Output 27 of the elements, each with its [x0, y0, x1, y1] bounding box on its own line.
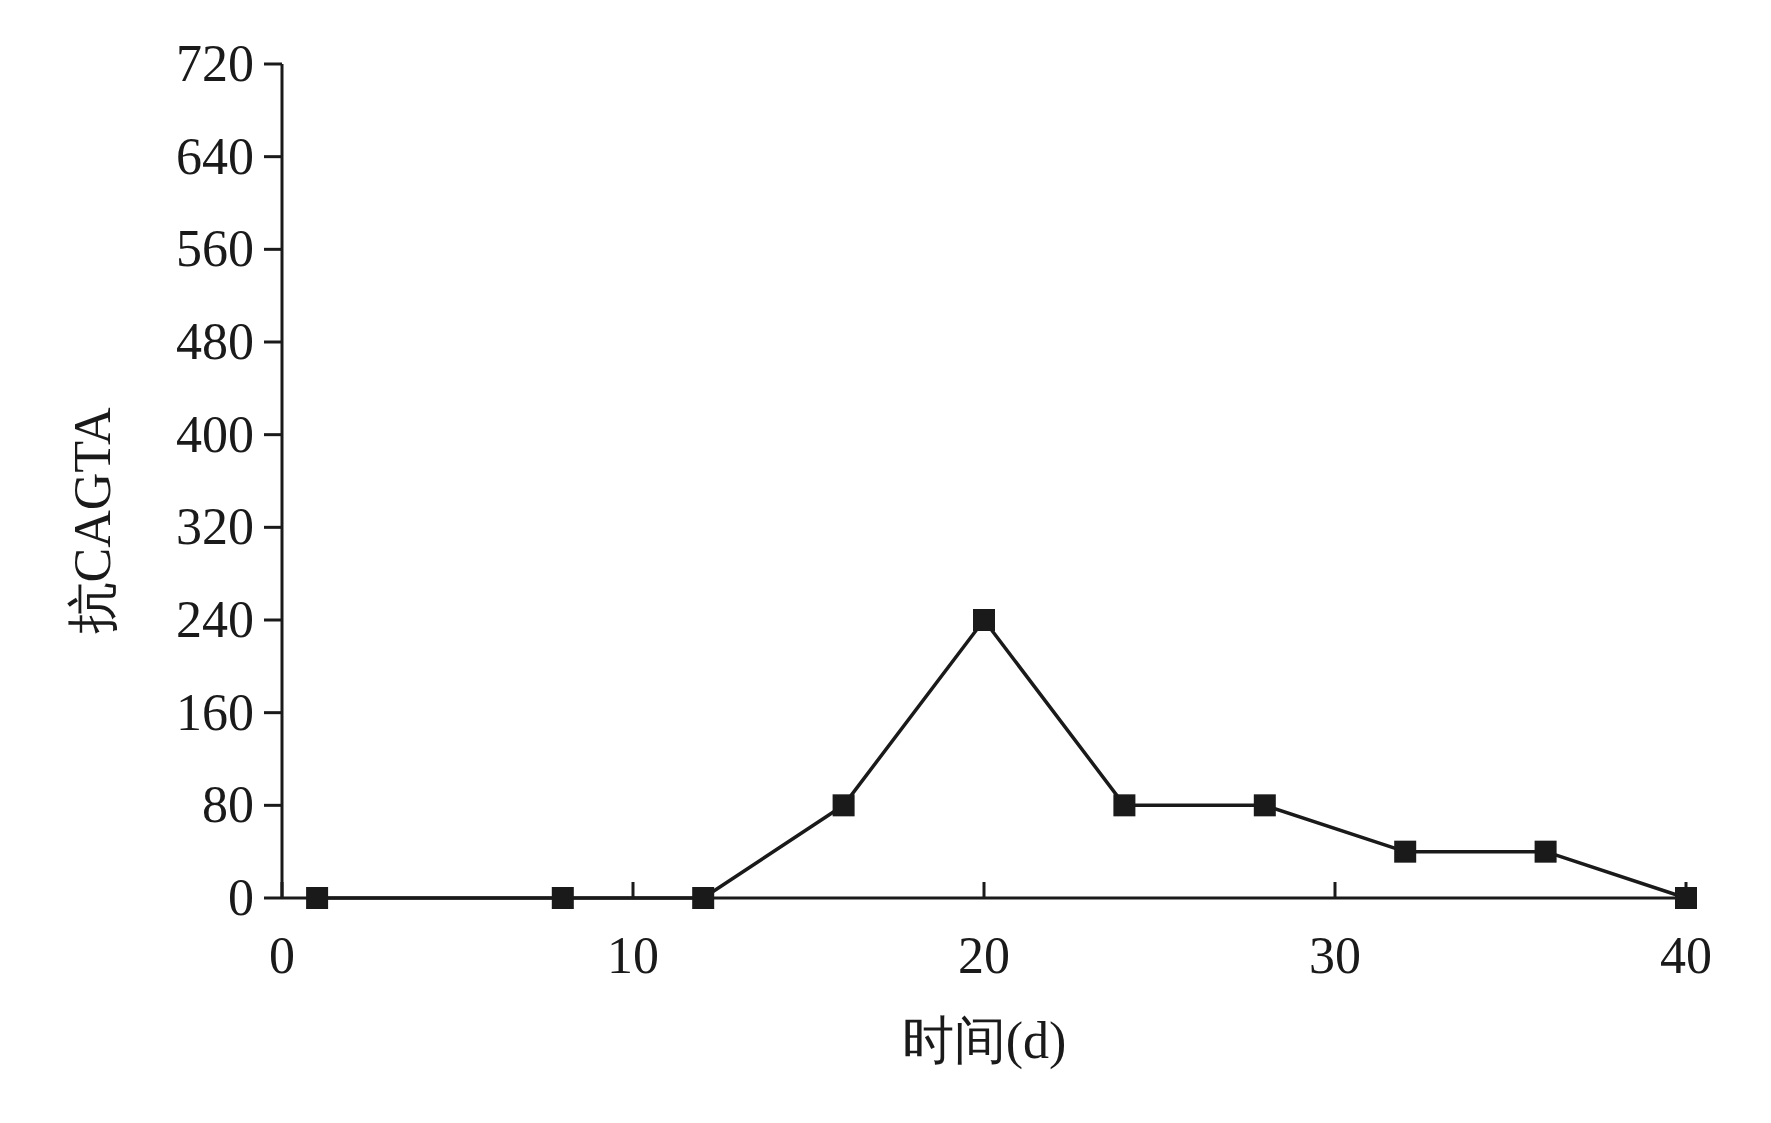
point — [973, 609, 995, 631]
y-axis-title: 抗CAGTA — [64, 407, 121, 635]
point — [1534, 840, 1557, 863]
y-tick-label: 640 — [176, 127, 254, 185]
y-tick-label: 320 — [176, 498, 254, 556]
y-tick-label: 400 — [176, 405, 254, 463]
y-tick-label: 0 — [228, 869, 254, 926]
point — [832, 794, 855, 817]
point — [1675, 887, 1697, 909]
x-axis-title: 时间(d) — [901, 1012, 1067, 1070]
y-tick-label: 80 — [202, 776, 254, 834]
y-tick-label: 480 — [176, 313, 254, 370]
y-tick-label: 720 — [176, 35, 254, 92]
point — [1253, 794, 1276, 817]
point — [1113, 794, 1136, 817]
x-tick-label: 10 — [607, 927, 659, 984]
y-tick-label: 560 — [176, 220, 254, 278]
y-tick-label: 240 — [176, 591, 254, 648]
point — [1394, 840, 1417, 863]
point — [306, 887, 329, 909]
point — [692, 887, 715, 909]
x-tick-label: 0 — [269, 927, 295, 984]
x-tick-label: 20 — [958, 927, 1010, 984]
x-tick-label: 30 — [1309, 927, 1361, 984]
y-tick-label: 160 — [176, 683, 254, 741]
x-tick-label: 40 — [1660, 927, 1712, 984]
point — [551, 887, 574, 909]
